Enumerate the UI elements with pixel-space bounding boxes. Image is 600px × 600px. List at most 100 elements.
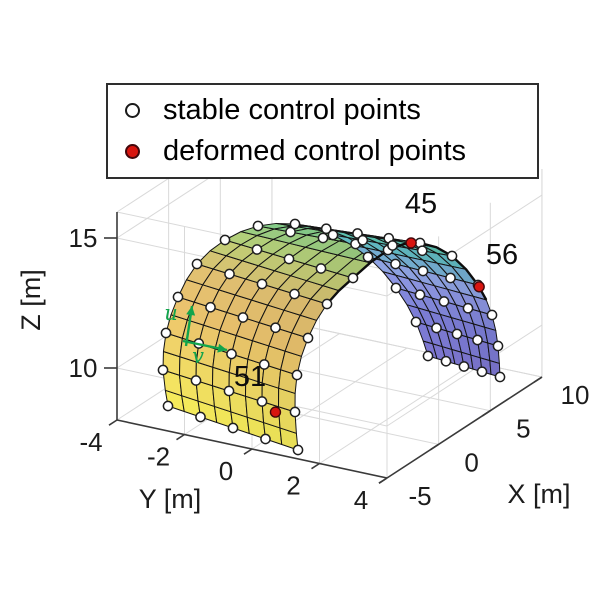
y-axis-label: Y [m] — [139, 484, 202, 514]
stable-control-point — [157, 364, 169, 376]
stable-control-point — [291, 369, 303, 381]
grid-line — [378, 477, 388, 484]
stable-control-point — [494, 371, 506, 383]
grid-line — [176, 433, 185, 441]
stable-control-point — [445, 272, 456, 284]
arrowhead-icon — [186, 306, 196, 316]
deformed-control-point — [473, 281, 485, 293]
stable-control-point — [226, 348, 237, 360]
stable-control-point — [451, 328, 463, 340]
stable-control-point — [289, 218, 301, 230]
stable-control-point — [390, 282, 402, 294]
x-tick-label: 0 — [464, 447, 478, 477]
deformed-control-point — [405, 237, 417, 249]
x-tick-label: 5 — [516, 414, 530, 444]
stable-control-point — [414, 289, 426, 301]
stable-control-point — [256, 396, 268, 407]
grid-line — [243, 448, 253, 455]
stable-control-point — [486, 309, 498, 321]
stable-control-point — [270, 322, 281, 334]
grid-line — [386, 376, 543, 479]
stable-control-point — [172, 291, 184, 303]
stable-control-point — [446, 250, 458, 262]
stable-control-point — [205, 301, 216, 313]
stable-control-point — [260, 433, 271, 445]
stable-control-point — [285, 226, 296, 238]
stable-control-point — [315, 263, 327, 274]
point-id-label: 56 — [486, 239, 518, 271]
stable-control-point — [283, 253, 295, 265]
stable-control-point — [227, 422, 239, 434]
point-id-label: 51 — [234, 361, 266, 393]
stable-control-point — [321, 298, 333, 310]
stable-control-point — [431, 322, 442, 334]
arrowhead-icon — [217, 343, 227, 353]
stable-control-point — [317, 232, 329, 244]
stable-control-point — [195, 411, 206, 423]
stable-control-point — [417, 265, 429, 277]
deformed-control-point — [269, 406, 282, 418]
legend-item-stable: stable control points — [125, 96, 537, 125]
stable-control-point — [252, 220, 264, 232]
stable-control-point — [416, 245, 428, 257]
stable-control-point — [292, 444, 304, 456]
z-tick-label: 10 — [69, 353, 98, 383]
x-axis-label: X [m] — [507, 479, 570, 509]
point-id-label: 45 — [405, 188, 437, 220]
legend-label-stable: stable control points — [163, 94, 421, 127]
stable-control-point — [357, 234, 369, 246]
stable-control-point — [362, 251, 374, 263]
stable-control-point — [327, 229, 339, 241]
x-tick-label: -5 — [408, 481, 431, 511]
param-v-label: v — [192, 344, 204, 368]
stable-control-point — [302, 332, 314, 344]
grid-line — [108, 419, 118, 426]
stable-control-point — [256, 278, 268, 290]
stable-control-point — [387, 240, 398, 251]
stable-control-point — [160, 327, 172, 339]
filled-circle-marker-icon — [125, 143, 140, 159]
grid-line — [430, 443, 440, 451]
stable-control-point — [476, 366, 488, 378]
z-tick-label: 15 — [69, 223, 98, 253]
deformed-points: 45 56 51 — [234, 188, 518, 418]
legend-box: stable control points deformed control p… — [106, 83, 539, 179]
param-arrows: uv — [164, 301, 228, 368]
stable-control-point — [440, 355, 452, 367]
stable-control-point — [462, 302, 474, 314]
stable-control-point — [251, 244, 263, 255]
z-axis-label: Z [m] — [16, 269, 46, 331]
stable-control-point — [410, 316, 422, 328]
open-circle-marker-icon — [125, 103, 140, 119]
legend-label-deformed: deformed control points — [163, 134, 467, 167]
y-tick-label: -2 — [147, 442, 170, 472]
stable-control-point — [223, 385, 235, 397]
stable-control-point — [190, 375, 202, 386]
stable-control-point — [390, 258, 401, 270]
stable-control-point — [289, 406, 301, 418]
y-tick-label: 4 — [354, 485, 368, 515]
stable-control-point — [258, 359, 270, 370]
stable-control-point — [347, 272, 359, 284]
grid-line — [311, 462, 320, 470]
grid-line — [386, 324, 543, 427]
stable-control-point — [219, 234, 231, 246]
x-tick-label: 10 — [560, 380, 589, 410]
stable-control-point — [237, 312, 249, 323]
grid-line — [319, 362, 475, 464]
stable-control-point — [472, 334, 483, 346]
legend-item-deformed: deformed control points — [125, 134, 537, 167]
stable-control-point — [458, 361, 470, 372]
grid-line — [533, 376, 543, 383]
axes — [104, 212, 543, 484]
stable-control-point — [289, 288, 300, 300]
stable-control-point — [438, 296, 450, 307]
stable-control-point — [224, 268, 235, 280]
stable-control-point — [162, 400, 174, 412]
y-tick-label: 0 — [219, 456, 233, 486]
stable-control-point — [191, 258, 203, 270]
param-u-label: u — [164, 301, 178, 325]
grid-line — [481, 410, 491, 417]
